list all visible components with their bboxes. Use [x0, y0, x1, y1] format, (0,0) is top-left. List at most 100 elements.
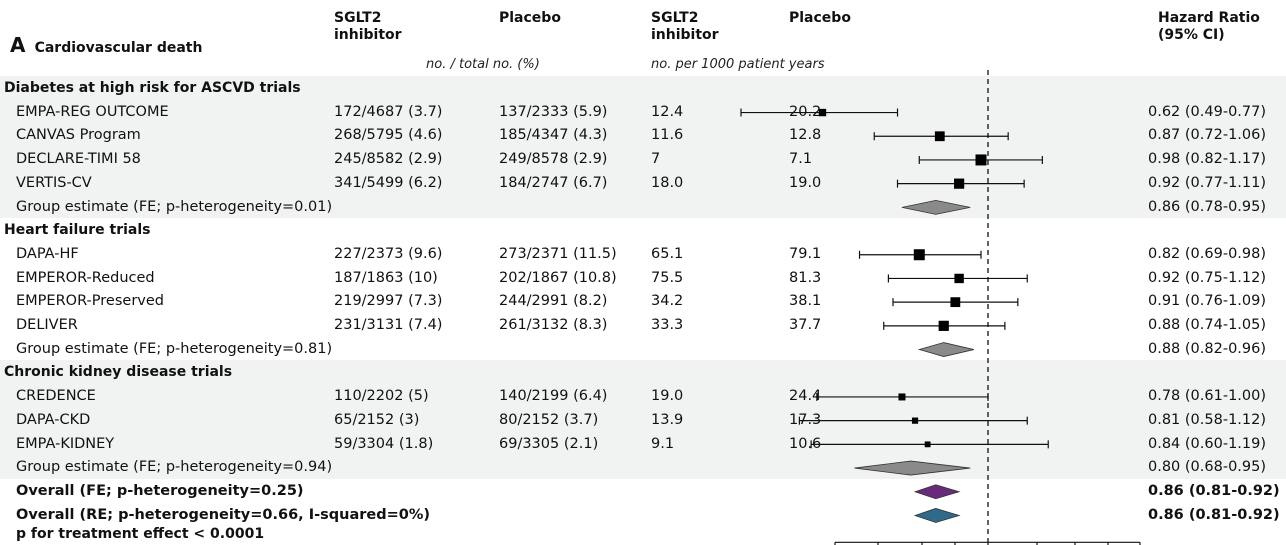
row-label: CREDENCE: [16, 388, 96, 405]
treat-rate: 33.3: [651, 317, 684, 333]
treat-events: 187/1863 (10): [334, 269, 438, 286]
placebo-events: 261/3132 (8.3): [499, 317, 608, 333]
placebo-rate: 12.8: [789, 127, 822, 144]
placebo-events: 140/2199 (6.4): [499, 388, 608, 405]
treat-events: 231/3131 (7.4): [334, 317, 443, 333]
placebo-rate: 19.0: [789, 174, 822, 191]
point-estimate-square: [975, 154, 987, 166]
placebo-rate: 24.4: [789, 388, 822, 405]
overall-row: Overall (FE; p-heterogeneity=0.25) 0.86 (…: [0, 479, 1286, 503]
hazard-ratio-text: 0.78 (0.61-1.00): [1148, 388, 1267, 405]
placebo-events: 244/2991 (8.2): [499, 293, 608, 310]
group-estimate-row: Group estimate (FE; p-heterogeneity=0.81…: [0, 337, 1286, 361]
hazard-ratio-text: 0.92 (0.77-1.11): [1148, 174, 1267, 191]
treat-rate: 12.4: [651, 103, 684, 120]
hazard-ratio-text: 0.87 (0.72-1.06): [1148, 127, 1267, 144]
point-estimate-square: [913, 249, 925, 261]
col-header-treat-rate: SGLT2 inhibitor: [651, 10, 719, 43]
hazard-ratio-text: 0.84 (0.60-1.19): [1148, 435, 1267, 452]
hazard-ratio-text: 0.92 (0.75-1.12): [1148, 269, 1267, 286]
group-estimate-row: Group estimate (FE; p-heterogeneity=0.01…: [0, 195, 1286, 219]
row-label: CANVAS Program: [16, 127, 141, 144]
estimate-diamond: [917, 342, 974, 357]
estimate-diamond: [913, 508, 961, 523]
estimate-diamond: [913, 484, 961, 500]
panel-title-text: Cardiovascular death: [34, 40, 203, 56]
placebo-rate: 7.1: [789, 151, 813, 168]
section-header-row: Chronic kidney disease trials: [0, 360, 1286, 384]
placebo-rate: 37.7: [789, 317, 822, 333]
treat-events: 172/4687 (3.7): [334, 103, 443, 120]
placebo-events: 202/1867 (10.8): [499, 269, 617, 286]
panel-title: A Cardiovascular death: [10, 33, 202, 57]
point-estimate-square: [924, 441, 931, 448]
placebo-events: 80/2152 (3.7): [499, 411, 599, 428]
section-header-row: Diabetes at high risk for ASCVD trials: [0, 76, 1286, 100]
study-row: CANVAS Program 268/5795 (4.6) 185/4347 (4.…: [0, 123, 1286, 147]
treat-events: 110/2202 (5): [334, 388, 429, 405]
row-label: EMPA-REG OUTCOME: [16, 103, 169, 120]
row-label: Overall (FE; p-heterogeneity=0.25): [16, 482, 304, 499]
hazard-ratio-text: 0.82 (0.69-0.98): [1148, 245, 1267, 262]
placebo-rate: 10.6: [789, 435, 822, 452]
row-label: Group estimate (FE; p-heterogeneity=0.81…: [16, 340, 333, 357]
treat-events: 268/5795 (4.6): [334, 127, 443, 144]
section-label: Heart failure trials: [4, 222, 151, 239]
placebo-rate: 79.1: [789, 245, 822, 262]
section-label: Chronic kidney disease trials: [4, 364, 233, 381]
row-label: Group estimate (FE; p-heterogeneity=0.01…: [16, 198, 333, 215]
placebo-rate: 20.2: [789, 103, 822, 120]
placebo-events: 249/8578 (2.9): [499, 151, 608, 168]
hazard-ratio-text: 0.86 (0.81-0.92): [1148, 482, 1280, 499]
treat-rate: 75.5: [651, 269, 684, 286]
placebo-events: 137/2333 (5.9): [499, 103, 608, 120]
row-label: DAPA-CKD: [16, 411, 91, 428]
study-row: EMPEROR-Preserved 219/2997 (7.3) 244/2991 …: [0, 289, 1286, 313]
section-header-row: Heart failure trials: [0, 218, 1286, 242]
row-label: EMPEROR-Preserved: [16, 293, 164, 310]
treat-rate: 11.6: [651, 127, 684, 144]
row-label: EMPA-KIDNEY: [16, 435, 115, 452]
point-estimate-square: [950, 297, 961, 308]
point-estimate-square: [938, 320, 949, 331]
section-label: Diabetes at high risk for ASCVD trials: [4, 80, 301, 96]
point-estimate-square: [911, 417, 919, 424]
col-header-placebo-rate: Placebo: [789, 10, 851, 26]
study-row: DELIVER 231/3131 (7.4) 261/3132 (8.3) 33.3 3…: [0, 313, 1286, 337]
group-estimate-row: Group estimate (FE; p-heterogeneity=0.94…: [0, 455, 1286, 479]
treat-events: 245/8582 (2.9): [334, 151, 443, 168]
study-row: CREDENCE 110/2202 (5) 140/2199 (6.4) 19.0 24…: [0, 384, 1286, 408]
treat-rate: 9.1: [651, 435, 675, 452]
estimate-diamond: [901, 199, 971, 215]
subheader-events: no. / total no. (%): [426, 57, 540, 72]
treat-rate: 19.0: [651, 388, 684, 405]
study-row: DAPA-HF 227/2373 (9.6) 273/2371 (11.5) 65.1…: [0, 242, 1286, 266]
section-band: [0, 360, 1286, 479]
row-label: DELIVER: [16, 317, 78, 333]
treat-events: 341/5499 (6.2): [334, 174, 443, 191]
placebo-rate: 17.3: [789, 411, 822, 428]
col-header-placebo-events: Placebo: [499, 10, 561, 26]
point-estimate-square: [954, 178, 965, 189]
footer-p-value: p for treatment effect < 0.0001: [16, 526, 265, 542]
row-label: VERTIS-CV: [16, 174, 92, 191]
row-label: Overall (RE; p-heterogeneity=0.66, I-squ…: [16, 506, 431, 523]
placebo-events: 273/2371 (11.5): [499, 245, 617, 262]
hazard-ratio-text: 0.88 (0.82-0.96): [1148, 340, 1267, 357]
placebo-events: 184/2747 (6.7): [499, 174, 608, 191]
point-estimate-square: [818, 108, 827, 117]
placebo-rate: 81.3: [789, 269, 822, 286]
row-label: DECLARE-TIMI 58: [16, 151, 141, 168]
row-label: Group estimate (FE; p-heterogeneity=0.94…: [16, 459, 333, 476]
hazard-ratio-text: 0.98 (0.82-1.17): [1148, 151, 1267, 168]
overall-row: Overall (RE; p-heterogeneity=0.66, I-squ…: [0, 503, 1286, 527]
hazard-ratio-text: 0.81 (0.58-1.12): [1148, 411, 1267, 428]
hazard-ratio-text: 0.80 (0.68-0.95): [1148, 459, 1267, 476]
placebo-events: 185/4347 (4.3): [499, 127, 608, 144]
col-header-hazard-ratio: Hazard Ratio (95% CI): [1158, 10, 1260, 43]
point-estimate-square: [898, 393, 906, 401]
treat-rate: 13.9: [651, 411, 684, 428]
treat-rate: 7: [651, 151, 661, 168]
section-band: [0, 76, 1286, 219]
